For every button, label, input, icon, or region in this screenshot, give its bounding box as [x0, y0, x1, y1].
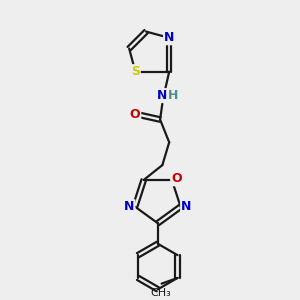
Text: O: O: [171, 172, 182, 185]
Text: S: S: [131, 65, 140, 78]
Text: N: N: [181, 200, 191, 213]
Text: N: N: [124, 200, 134, 213]
Text: N: N: [157, 89, 168, 102]
Text: CH₃: CH₃: [150, 288, 171, 298]
Text: H: H: [167, 89, 178, 102]
Text: N: N: [164, 31, 174, 44]
Text: O: O: [130, 108, 140, 122]
